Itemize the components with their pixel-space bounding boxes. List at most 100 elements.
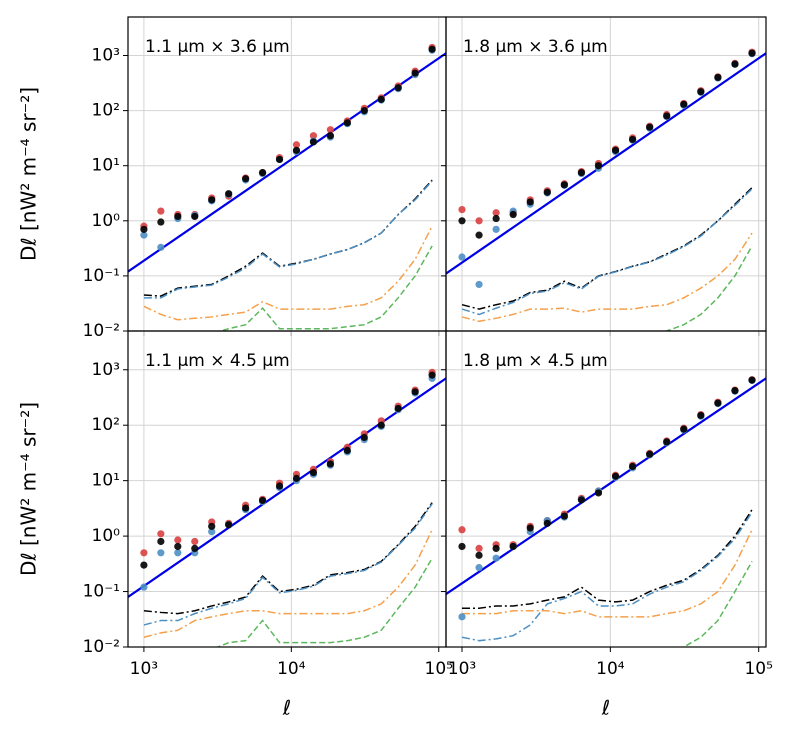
plot-frame: [445, 330, 767, 648]
y-tick-label: 10³: [92, 46, 120, 66]
data-point: [475, 231, 483, 239]
plot-frame: [127, 16, 447, 332]
data-point: [509, 210, 517, 219]
data-point: [343, 119, 351, 127]
data-point: [714, 73, 722, 82]
series-line: [128, 52, 446, 273]
data-point: [577, 168, 586, 177]
x-tick-label: 10⁴: [277, 659, 306, 679]
data-point: [680, 100, 688, 108]
data-point: [174, 212, 182, 221]
data-point: [543, 519, 551, 527]
y-axis-label: Dℓ [nW² m⁻⁴ sr⁻²]: [17, 402, 41, 576]
panel-title: 1.8 μm × 3.6 μm: [463, 37, 608, 57]
series-line: [215, 557, 433, 647]
series-line: [461, 232, 753, 323]
data-point: [326, 460, 334, 468]
data-point: [157, 537, 165, 546]
data-point: [475, 544, 483, 553]
data-point: [646, 123, 654, 131]
data-point: [292, 146, 301, 154]
data-point: [428, 371, 436, 379]
data-point: [411, 388, 419, 396]
y-tick-label: 10¹: [92, 156, 120, 176]
series-line: [461, 188, 753, 316]
data-point: [475, 217, 483, 225]
data-point: [191, 537, 199, 546]
data-point: [191, 544, 199, 553]
data-point: [629, 135, 637, 144]
data-point: [646, 450, 654, 458]
data-point: [577, 496, 586, 504]
data-point: [225, 190, 233, 198]
y-tick-label: 10⁻²: [83, 637, 120, 657]
x-tick-label: 10⁵: [425, 659, 453, 679]
data-point: [458, 613, 466, 621]
data-point: [275, 482, 284, 490]
series-line: [143, 529, 433, 638]
data-point: [157, 218, 165, 226]
data-point: [174, 542, 182, 551]
data-point: [377, 95, 385, 103]
data-point: [208, 522, 216, 530]
data-point: [174, 549, 182, 557]
y-tick-label: 10⁻²: [83, 321, 120, 341]
series-line: [446, 377, 766, 596]
data-point: [611, 146, 620, 154]
panel: 10³ 10⁴ 10⁵ 10⁻² 10⁻¹ 10⁰ 10¹ 10² 10³ 1.1 μm × 4.…: [17, 330, 453, 720]
y-tick-label: 10⁰: [92, 211, 121, 231]
data-point: [509, 542, 517, 551]
x-tick-label: 10⁴: [596, 659, 625, 679]
data-point: [475, 551, 483, 559]
data-point: [492, 544, 500, 553]
panel: 10⁻² 10⁻¹ 10⁰ 10¹ 10² 10³ 1.1 μm × 3.6 μm Dℓ [n…: [17, 16, 447, 341]
data-point: [543, 188, 551, 196]
data-point: [174, 536, 182, 544]
data-point: [157, 207, 165, 215]
series-line: [462, 529, 753, 618]
y-tick-label: 10²: [92, 415, 120, 435]
data-point: [475, 564, 483, 572]
data-point: [475, 280, 483, 289]
data-point: [748, 49, 756, 57]
plot-area: [446, 17, 766, 331]
data-point: [140, 549, 148, 557]
panel: 10³ 10⁴ 10⁵ 1.8 μm × 4.5 μm ℓ: [441, 330, 773, 720]
data-point: [492, 209, 500, 217]
series-line: [143, 179, 433, 297]
series-line: [579, 561, 753, 647]
data-point: [594, 489, 603, 497]
data-point: [309, 138, 318, 146]
series-line: [461, 187, 753, 310]
data-point: [157, 530, 165, 538]
panel-title: 1.8 μm × 4.5 μm: [463, 351, 608, 371]
data-point: [140, 231, 148, 239]
data-point: [377, 421, 385, 429]
data-point: [258, 496, 267, 505]
data-point: [411, 69, 419, 77]
data-point: [663, 438, 671, 446]
plot-frame: [445, 16, 767, 332]
data-point: [140, 225, 148, 233]
x-tick-label: 10³: [448, 659, 476, 679]
data-point: [309, 468, 318, 477]
plot-area: [128, 331, 446, 647]
data-point: [680, 425, 688, 433]
data-point: [458, 526, 466, 534]
data-point: [326, 126, 334, 134]
data-point: [242, 175, 250, 183]
data-point: [458, 217, 466, 225]
y-tick-label: 10¹: [92, 471, 120, 491]
data-point: [360, 433, 368, 442]
x-tick-label: 10³: [130, 659, 158, 679]
data-point: [492, 554, 500, 562]
series-line: [143, 225, 433, 321]
y-tick-label: 10²: [92, 101, 120, 121]
data-point: [208, 196, 216, 204]
series-line: [143, 180, 433, 299]
data-point: [394, 404, 402, 413]
x-axis-label: ℓ: [282, 696, 291, 720]
data-point: [611, 472, 620, 480]
y-tick-label: 10³: [92, 360, 120, 380]
y-tick-label: 10⁻¹: [83, 266, 120, 286]
